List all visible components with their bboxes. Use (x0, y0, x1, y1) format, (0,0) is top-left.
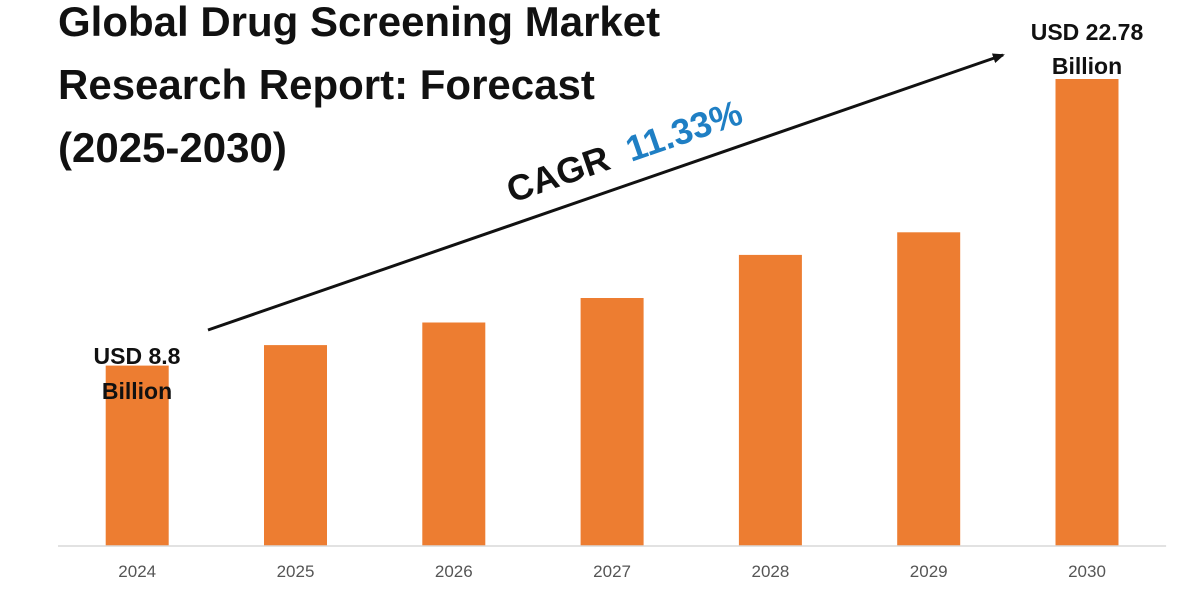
end-value-line-2: Billion (1052, 53, 1122, 79)
title-line-3: (2025-2030) (58, 124, 287, 171)
x-tick-2028: 2028 (751, 562, 789, 581)
growth-arrow (207, 53, 1005, 332)
bar-series (105, 79, 1119, 547)
bar-2030 (1055, 79, 1119, 546)
x-tick-2027: 2027 (593, 562, 631, 581)
cagr-annotation: CAGR 11.33% (501, 92, 747, 211)
x-tick-2026: 2026 (435, 562, 473, 581)
x-tick-2030: 2030 (1068, 562, 1106, 581)
cagr-label: CAGR (501, 137, 615, 210)
title-line-2: Research Report: Forecast (58, 61, 595, 108)
end-value-line-1: USD 22.78 (1031, 19, 1144, 45)
x-tick-2029: 2029 (910, 562, 948, 581)
bar-2025 (264, 345, 327, 546)
cagr-value: 11.33% (620, 92, 747, 170)
bar-2029 (897, 232, 961, 547)
chart-title: Global Drug Screening Market Research Re… (58, 0, 660, 171)
bar-2028 (738, 254, 802, 546)
start-value-line-2: Billion (102, 378, 172, 404)
x-tick-2025: 2025 (277, 562, 315, 581)
x-axis-tick-labels: 2024 2025 2026 2027 2028 2029 2030 (118, 562, 1106, 581)
x-tick-2024: 2024 (118, 562, 156, 581)
bar-2026 (422, 322, 486, 546)
title-line-1: Global Drug Screening Market (58, 0, 660, 45)
bar-2024 (105, 365, 169, 546)
bar-2027 (580, 298, 644, 546)
start-value-line-1: USD 8.8 (94, 343, 181, 369)
